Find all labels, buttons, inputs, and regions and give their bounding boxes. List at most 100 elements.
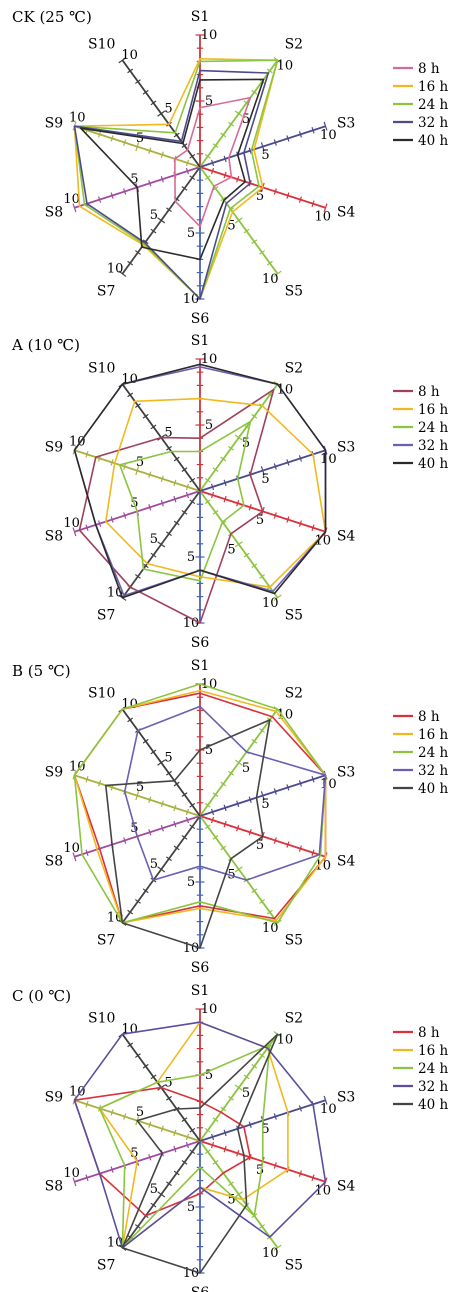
axis-label-S1: S1 [191,983,210,999]
tick-label: 10 [277,707,294,722]
axis-tick [135,791,140,801]
axis-tick [298,455,302,462]
axis-tick [127,392,134,398]
axis-tick [142,239,149,245]
axis-tick [173,132,180,138]
axis-tick [220,132,227,138]
axis-label-S7: S7 [97,1257,116,1273]
axis-tick [160,825,164,832]
axis-tick [243,552,250,558]
axis-tick [110,135,114,142]
axis-tick [273,1244,282,1251]
axis-tick [85,849,89,856]
axis-tick [123,512,127,519]
axis-tick [160,500,164,507]
axis-tick [236,500,240,507]
axis-label-S8: S8 [45,1178,64,1194]
axis-label-S4: S4 [337,528,356,544]
axis-label-S8: S8 [45,528,64,544]
axis-tick [98,131,102,138]
axis-tick [273,594,282,601]
axis-tick [110,1109,114,1116]
axis-tick [157,110,166,117]
axis-tick [260,791,265,801]
tick-label: 10 [277,58,294,73]
axis-tick [212,1117,219,1123]
axis-tick [311,776,315,783]
axis-tick [298,1105,302,1112]
axis-tick [173,495,177,503]
series-polygon-3 [73,1021,327,1249]
axis-tick [248,147,252,154]
axis-label-S7: S7 [97,932,116,948]
axis-tick [148,471,152,478]
axis-tick [150,424,157,430]
tick-label: 5 [136,455,144,470]
chart-title: CK (25 ℃) [12,8,92,26]
tick-label: 5 [150,532,158,547]
axis-tick [286,459,290,466]
axis-label-S2: S2 [285,1011,304,1027]
tick-label: 5 [187,1200,195,1215]
axis-tick [210,808,215,816]
axis-tick [266,68,273,74]
series-polygon-2 [118,420,252,582]
tick-label: 10 [262,272,279,287]
axis-tick [134,79,141,84]
axis-tick [160,176,164,183]
axis-tick [323,121,328,131]
radar-chart-1: A (10 ℃) S1510S2510S3510S4510S5510S6510S7… [11,333,448,651]
axis-label-S10: S10 [88,361,115,377]
axis-tick [248,504,252,511]
axis-tick [212,509,219,515]
axis-tick [134,1053,141,1058]
axis-tick [273,788,277,795]
axis-tick [72,852,77,862]
axis-tick [127,909,134,915]
series-polygon-2 [73,683,327,924]
tick-label: 5 [187,875,195,890]
axis-tick [85,776,89,783]
axis-label-S7: S7 [97,607,116,623]
axis-tick [223,155,227,163]
axis-tick [204,499,211,505]
axis-tick [220,1106,227,1112]
axis-tick [72,203,77,213]
axis-label-S6: S6 [191,960,210,976]
axis-label-S3: S3 [337,765,356,781]
chart-title: A (10 ℃) [11,336,80,354]
axis-tick [223,1145,227,1153]
axis-tick [185,1133,190,1141]
axis-label-S7: S7 [97,283,116,299]
axis-tick [251,239,258,245]
axis-tick [273,512,277,519]
legend-label-1: 16 h [418,79,448,95]
axis-tick [273,188,277,195]
axis-tick [223,171,227,179]
radar-chart-2: B (5 ℃) S1510S2510S3510S4510S5510S6510S75… [12,658,448,976]
tick-label: 5 [256,513,264,528]
axis-tick [118,57,127,64]
axis-tick [166,856,172,862]
tick-label: 10 [69,760,86,775]
tick-label: 10 [320,452,337,467]
axis-tick [135,466,140,476]
axis-label-S10: S10 [88,1011,115,1027]
tick-label: 10 [63,841,80,856]
tick-label: 5 [150,208,158,223]
axis-tick [135,142,140,152]
axis-tick [173,781,180,787]
axis-tick [185,491,190,499]
series-polygon-0 [174,96,252,228]
chart-title: C (0 ℃) [12,987,71,1005]
axis-label-S3: S3 [337,1090,356,1106]
axis-tick [234,217,243,224]
series-polygon-1 [105,397,327,588]
axis-tick [181,1159,188,1165]
axis-tick [234,759,243,766]
axis-tick [234,1084,243,1091]
axis-tick [181,834,188,840]
axis-label-S6: S6 [191,635,210,651]
axis-tick [273,139,277,146]
tick-label: 5 [150,857,158,872]
